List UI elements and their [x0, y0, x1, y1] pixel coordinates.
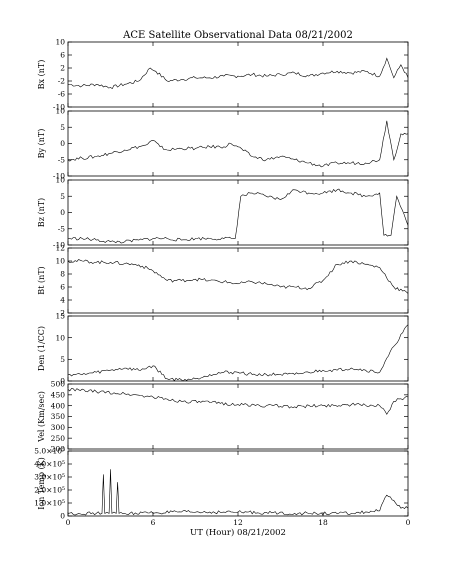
y-tick-label: 450 — [51, 390, 66, 399]
y-tick-label: -10 — [53, 241, 65, 250]
y-tick-label: 5.0×10⁵ — [34, 447, 65, 456]
y-tick-label: 300 — [51, 423, 66, 432]
series-line — [67, 120, 409, 168]
y-tick-label: 350 — [51, 412, 66, 421]
y-tick-label: 6 — [60, 51, 65, 60]
panel-3: 10 5 0 -5 -10 Bz (nT) — [37, 176, 409, 250]
y-tick-label: 0 — [60, 377, 65, 386]
y-tick-label: 8 — [60, 270, 65, 279]
y-tick-label: 12 — [55, 244, 65, 253]
series-line — [67, 188, 409, 244]
y-tick-label: 15 — [55, 312, 65, 321]
figure-title: ACE Satellite Observational Data 08/21/2… — [122, 30, 353, 41]
series-line — [67, 259, 409, 294]
y-tick-label: 10 — [55, 257, 65, 266]
y-axis-label: Ion Temp (K) — [37, 457, 46, 510]
y-tick-label: 5 — [60, 192, 65, 201]
series-line — [67, 388, 409, 415]
x-tick-label: 6 — [151, 518, 156, 527]
y-axis-label: By (nT) — [37, 129, 46, 159]
panel-frame — [67, 179, 409, 246]
y-tick-label: -5 — [58, 224, 66, 233]
y-tick-label: 0 — [60, 208, 65, 217]
y-tick-label: 10 — [55, 38, 65, 47]
y-axis-label: Bt (nT) — [37, 266, 46, 294]
y-axis-label: Bx (nT) — [37, 60, 46, 90]
y-tick-label: 5 — [60, 355, 65, 364]
y-tick-label: -6 — [58, 90, 66, 99]
x-tick-label: 18 — [318, 518, 328, 527]
y-tick-label: 10 — [55, 107, 65, 116]
y-tick-label: 1.0×10⁵ — [34, 499, 65, 508]
panel-frame — [67, 315, 409, 382]
panel-2: 10 5 0 -5 -10 By (nT) — [37, 107, 409, 181]
y-tick-label: 4 — [60, 296, 65, 305]
panel-frame — [67, 383, 409, 450]
panel-frame — [67, 41, 409, 108]
panels: 10 6 2 -2 -6 -10 Bx (nT) 10 5 0 -5 -10 By (nT) 10 5 0 -5… — [34, 38, 410, 527]
y-tick-label: 10 — [55, 333, 65, 342]
x-axis-label: UT (Hour) 08/21/2002 — [190, 527, 286, 538]
y-axis-label: Bz (nT) — [37, 198, 46, 227]
y-tick-label: 200 — [51, 445, 66, 454]
y-tick-label: 500 — [51, 380, 66, 389]
x-tick-label: 0 — [66, 518, 71, 527]
y-tick-label: 2 — [60, 64, 65, 73]
y-axis-label: Den (1/CC) — [37, 326, 46, 371]
panel-5: 15 10 5 0 Den (1/CC) — [37, 312, 409, 386]
panel-4: 12 10 8 6 4 2 Bt (nT) — [37, 244, 409, 318]
y-tick-label: 2.0×10⁵ — [34, 486, 65, 495]
y-tick-label: 3.0×10⁵ — [34, 473, 65, 482]
panel-1: 10 6 2 -2 -6 -10 Bx (nT) — [37, 38, 409, 112]
y-tick-label: 400 — [51, 401, 66, 410]
y-axis-label: Vel (Km/sec) — [37, 391, 46, 443]
y-tick-label: 5 — [60, 123, 65, 132]
series-line — [67, 469, 409, 516]
y-tick-label: 0 — [60, 512, 65, 521]
y-tick-label: 250 — [51, 434, 66, 443]
y-tick-label: -5 — [58, 155, 66, 164]
y-tick-label: -10 — [53, 172, 65, 181]
y-tick-label: 6 — [60, 283, 65, 292]
y-tick-label: -10 — [53, 103, 65, 112]
x-tick-label: 0 — [406, 518, 411, 527]
series-line — [67, 324, 409, 382]
series-line — [67, 57, 409, 90]
panel-frame — [67, 247, 409, 314]
x-tick-label: 12 — [233, 518, 243, 527]
y-tick-label: 4.0×10⁵ — [34, 460, 65, 469]
y-tick-label: 2 — [60, 309, 65, 318]
y-tick-label: -2 — [58, 77, 66, 86]
panel-frame — [67, 110, 409, 177]
y-tick-label: 10 — [55, 176, 65, 185]
y-tick-label: 0 — [60, 139, 65, 148]
